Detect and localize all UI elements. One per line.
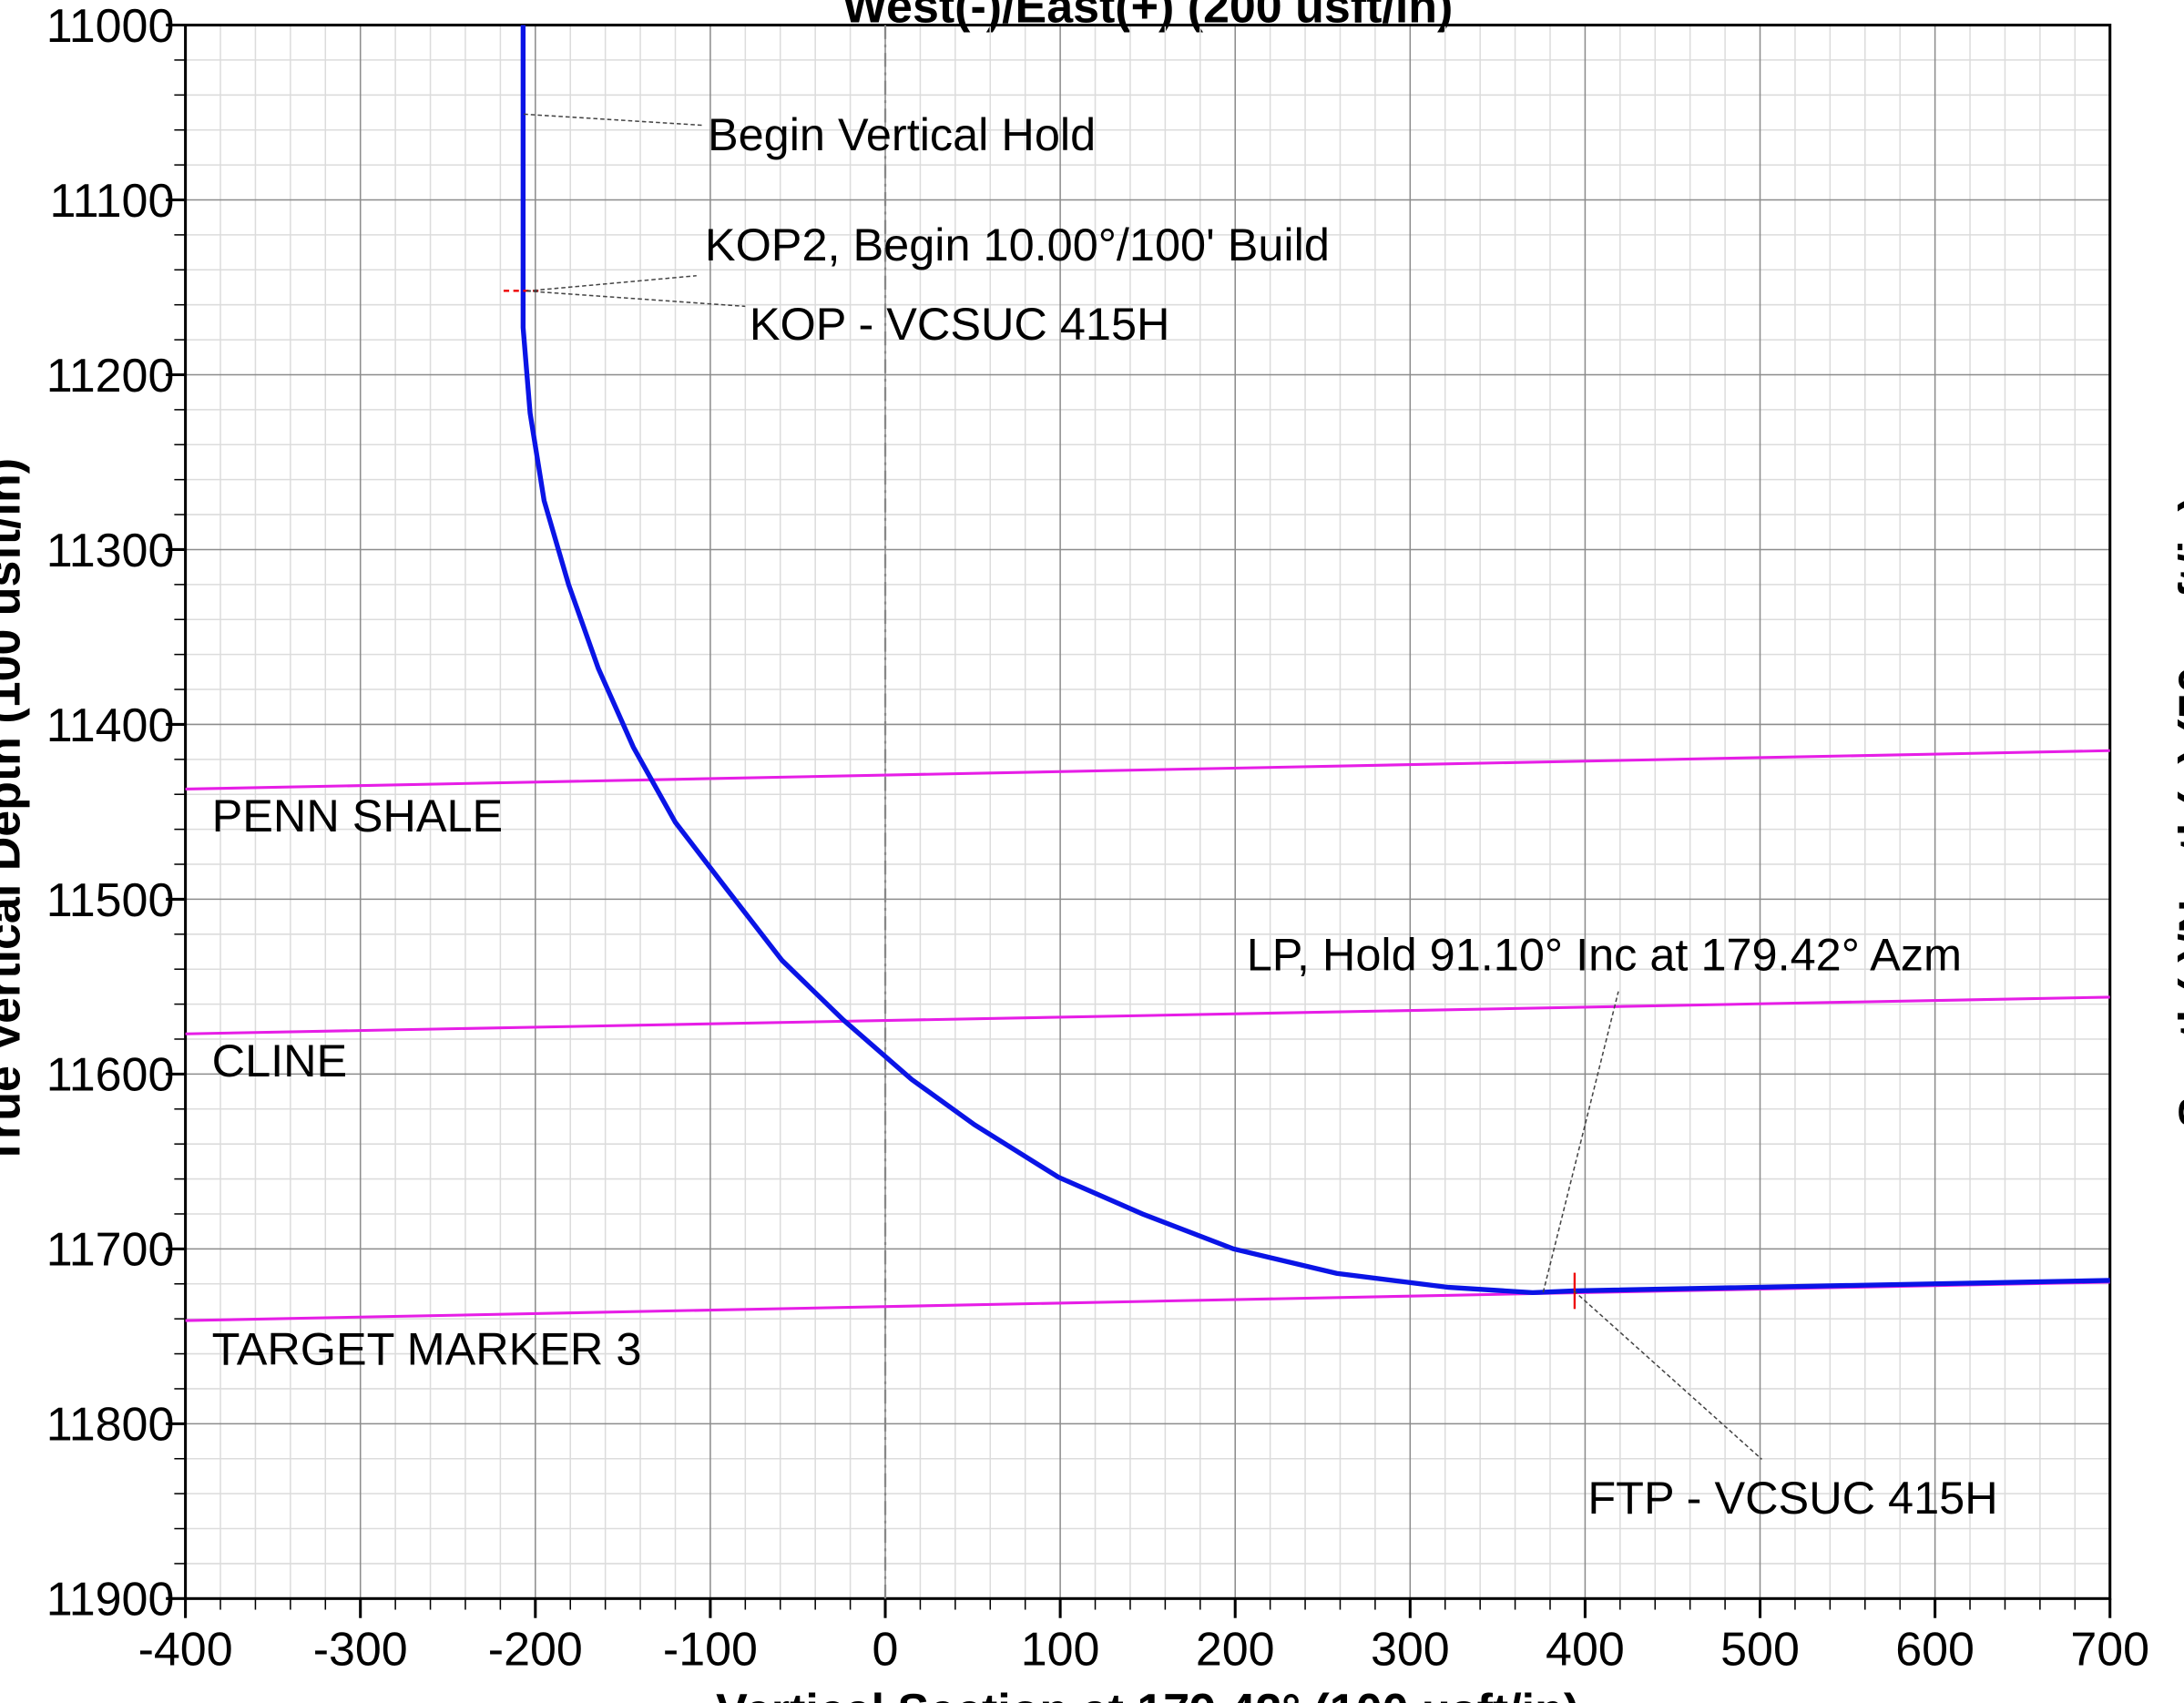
y-tick-label: 11300 — [46, 525, 175, 577]
annotation: KOP2, Begin 10.00°/100' Build — [705, 219, 1330, 270]
x-tick-label: 200 — [1196, 1624, 1275, 1677]
formation-label: TARGET MARKER 3 — [212, 1322, 642, 1374]
y-tick-label: 11400 — [46, 699, 175, 752]
leader-line — [1573, 1290, 1762, 1460]
y-tick-label: 11800 — [46, 1399, 175, 1452]
y-tick-label: 11900 — [46, 1574, 175, 1627]
leader-line — [1542, 991, 1619, 1293]
y-tick-label: 11100 — [50, 175, 175, 228]
x-tick-label: 700 — [2070, 1624, 2149, 1677]
y-tick-label: 11700 — [46, 1224, 175, 1277]
annotation: FTP - VCSUC 415H — [1587, 1472, 1997, 1524]
annotation: KOP - VCSUC 415H — [750, 298, 1170, 350]
x-tick-label: 600 — [1895, 1624, 1975, 1677]
formation-line — [185, 995, 2110, 1035]
x-tick-label: -300 — [313, 1624, 408, 1677]
x-tick-label: -200 — [488, 1624, 583, 1677]
x-tick-label: 300 — [1371, 1624, 1450, 1677]
y2-axis-title: South(-)/North(+) (50 usft/in) — [2169, 495, 2184, 1127]
x-tick-label: 0 — [873, 1624, 899, 1677]
annotation: Begin Vertical Hold — [708, 108, 1096, 160]
y-tick-label: 11600 — [46, 1049, 175, 1102]
formation-line — [185, 749, 2110, 790]
leader-line — [526, 290, 746, 308]
y-tick-label: 11500 — [46, 874, 175, 927]
y-tick-label: 11000 — [46, 0, 175, 53]
leader-line — [524, 113, 704, 127]
x-tick-label: 400 — [1546, 1624, 1625, 1677]
y-axis-title: True Vertical Depth (100 usft/in) — [0, 458, 31, 1166]
formation-label: CLINE — [212, 1035, 348, 1086]
annotation: LP, Hold 91.10° Inc at 179.42° Azm — [1247, 929, 1962, 981]
y-tick-label: 11200 — [46, 350, 175, 403]
plot-frame — [184, 23, 2112, 1600]
leader-line — [526, 274, 697, 292]
top-axis-title: West(-)/East(+) (200 usft/in) — [842, 0, 1453, 33]
x-tick-label: -100 — [663, 1624, 758, 1677]
x-tick-label: -400 — [138, 1624, 233, 1677]
x-tick-label: 100 — [1021, 1624, 1100, 1677]
well-path — [520, 25, 2110, 1296]
x-tick-label: 500 — [1720, 1624, 1800, 1677]
formation-label: PENN SHALE — [212, 790, 504, 841]
x-axis-title: Vertical Section at 179.42° (100 usft/in… — [716, 1685, 1579, 1703]
